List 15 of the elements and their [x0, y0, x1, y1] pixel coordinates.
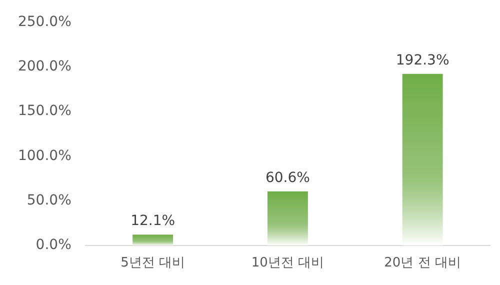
x-tick-label: 5년전 대비: [120, 256, 186, 271]
y-tick-label: 150.0%: [18, 103, 72, 120]
bar: [402, 74, 443, 246]
x-tick-label: 20년 전 대비: [384, 256, 461, 271]
y-tick-label: 100.0%: [18, 148, 72, 164]
data-label: 12.1%: [130, 213, 176, 230]
y-tick-label: 200.0%: [18, 58, 72, 75]
bar: [267, 191, 308, 246]
y-tick-label: 0.0%: [36, 237, 72, 254]
bar: [132, 234, 174, 246]
y-tick-label: 50.0%: [26, 192, 72, 208]
y-tick-label: 250.0%: [18, 14, 72, 30]
data-label: 60.6%: [265, 170, 310, 186]
x-tick-label: 10년전 대비: [251, 256, 324, 271]
data-label: 192.3%: [396, 52, 450, 69]
